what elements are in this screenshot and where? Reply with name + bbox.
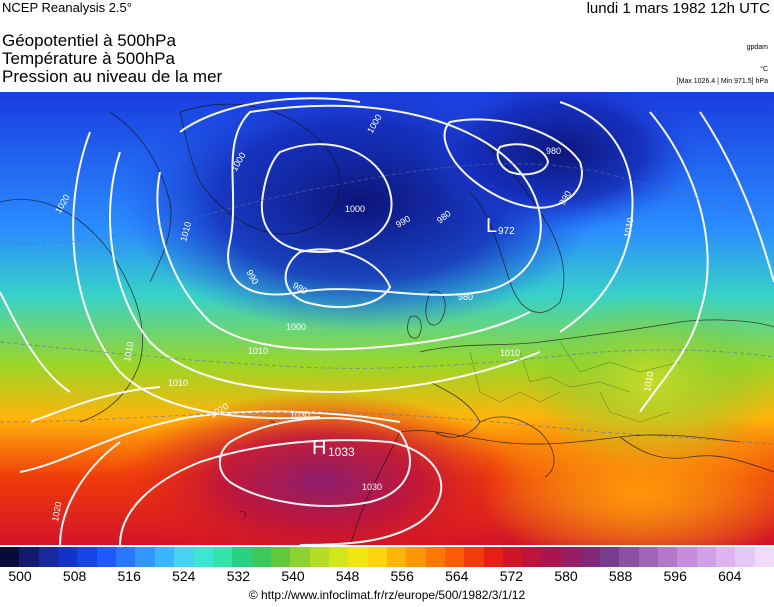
color-swatch: [251, 547, 272, 567]
color-swatch: [154, 547, 175, 567]
isobar-label: 980: [546, 146, 561, 156]
pressure-range: [Max 1026.4 | Min 971.5] hPa: [676, 78, 768, 85]
isobar-label: 1010: [168, 378, 188, 388]
color-swatch: [367, 547, 388, 567]
color-swatch: [541, 547, 562, 567]
isobar-label: 1010: [500, 348, 520, 358]
color-swatch: [754, 547, 774, 567]
title-temperature: Température à 500hPa: [2, 49, 175, 68]
isobar-label: 1000: [345, 204, 365, 214]
color-swatch: [193, 547, 214, 567]
isobar-label: 1000: [286, 322, 306, 332]
color-swatch: [309, 547, 330, 567]
scale-tick-label: 508: [62, 568, 87, 584]
color-swatch: [503, 547, 523, 567]
scale-tick-label: 548: [335, 568, 360, 584]
color-swatch: [96, 547, 117, 567]
source-label: NCEP Reanalysis 2.5°: [2, 0, 132, 15]
isobar-label: 1030: [290, 410, 310, 420]
high-letter: H: [312, 437, 326, 459]
credit-url: © http://www.infoclimat.fr/rz/europe/500…: [248, 588, 526, 602]
scale-tick-label: 572: [499, 568, 524, 584]
cold-core-northeast: [420, 92, 700, 232]
unit-temperature: °C: [760, 66, 768, 73]
color-swatch: [619, 547, 640, 567]
color-swatch: [599, 547, 620, 567]
low-value: 972: [498, 226, 515, 237]
scale-tick-label: 540: [281, 568, 305, 584]
color-swatch: [735, 547, 756, 567]
unit-geopotential: gpdam: [746, 44, 768, 51]
color-swatch: [638, 547, 659, 567]
isobar-label: 1010: [622, 217, 635, 238]
temperature-isotherms: [0, 163, 774, 445]
isobar-label: 1010: [122, 341, 135, 362]
color-swatch: [580, 547, 601, 567]
isobar-label: 1010: [642, 371, 655, 392]
color-swatch: [77, 547, 98, 567]
color-swatch: [328, 547, 349, 567]
color-swatch: [0, 547, 20, 567]
color-swatch: [270, 547, 291, 567]
color-swatch: [19, 547, 40, 567]
low-pressure-marker: L 972: [486, 215, 515, 237]
color-swatch: [116, 547, 136, 567]
color-swatch: [290, 547, 311, 567]
color-swatch: [561, 547, 581, 567]
borders: [469, 341, 681, 423]
scale-tick-label: 604: [718, 568, 742, 584]
scale-tick-label: 516: [117, 568, 141, 584]
date-label: lundi 1 mars 1982 12h UTC: [586, 0, 770, 17]
title-geopotential: Géopotentiel à 500hPa: [2, 31, 176, 50]
color-swatch: [387, 547, 407, 567]
scale-tick-label: 500: [8, 568, 32, 584]
isobar-label: 1030: [362, 482, 382, 492]
scale-tick-label: 556: [390, 568, 414, 584]
color-scale: [0, 547, 774, 567]
title-pressure: Pression au niveau de la mer: [2, 67, 223, 86]
color-swatch: [464, 547, 485, 567]
isobars: [0, 97, 774, 545]
hot-core-southwest: [120, 392, 520, 545]
warm-zone-east: [480, 412, 774, 545]
scale-tick-label: 580: [554, 568, 578, 584]
high-pressure-marker: H 1033: [312, 437, 355, 459]
color-swatch: [657, 547, 678, 567]
color-swatch: [522, 547, 543, 567]
color-swatch: [212, 547, 233, 567]
color-swatch: [135, 547, 156, 567]
color-swatch: [483, 547, 504, 567]
color-swatch: [58, 547, 78, 567]
scale-tick-label: 532: [226, 568, 251, 584]
color-swatch: [445, 547, 465, 567]
color-swatch: [174, 547, 194, 567]
scale-tick-label: 564: [445, 568, 469, 584]
color-swatch: [348, 547, 369, 567]
isobar-label: 1010: [248, 346, 268, 356]
color-swatch: [425, 547, 446, 567]
color-swatch: [232, 547, 253, 567]
scale-tick-label: 588: [608, 568, 633, 584]
color-swatch: [38, 547, 59, 567]
color-swatch: [715, 547, 736, 567]
coastlines: [0, 103, 774, 545]
color-swatch: [696, 547, 717, 567]
color-swatch: [406, 547, 427, 567]
weather-map: 1000 1000 990 980 990 980 980 1000 1010 …: [0, 92, 774, 545]
high-value: 1033: [328, 445, 355, 459]
isobar-label: 980: [458, 292, 473, 302]
color-swatch: [677, 547, 698, 567]
isobar-label: 1020: [50, 501, 63, 522]
scale-tick-label: 524: [172, 568, 196, 584]
scale-tick-label: 596: [663, 568, 687, 584]
low-letter: L: [486, 215, 497, 237]
